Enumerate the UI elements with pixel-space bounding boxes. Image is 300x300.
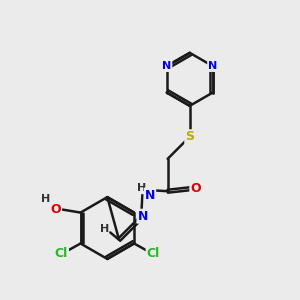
Text: N: N [162, 61, 171, 71]
Text: N: N [208, 61, 217, 71]
Text: H: H [100, 224, 109, 235]
Text: N: N [137, 210, 148, 223]
Text: H: H [41, 194, 51, 204]
Text: Cl: Cl [55, 247, 68, 260]
Text: N: N [145, 188, 155, 202]
Text: H: H [136, 183, 146, 193]
Text: Cl: Cl [147, 247, 160, 260]
Text: S: S [185, 130, 194, 143]
Text: O: O [50, 203, 61, 216]
Text: O: O [190, 182, 201, 195]
